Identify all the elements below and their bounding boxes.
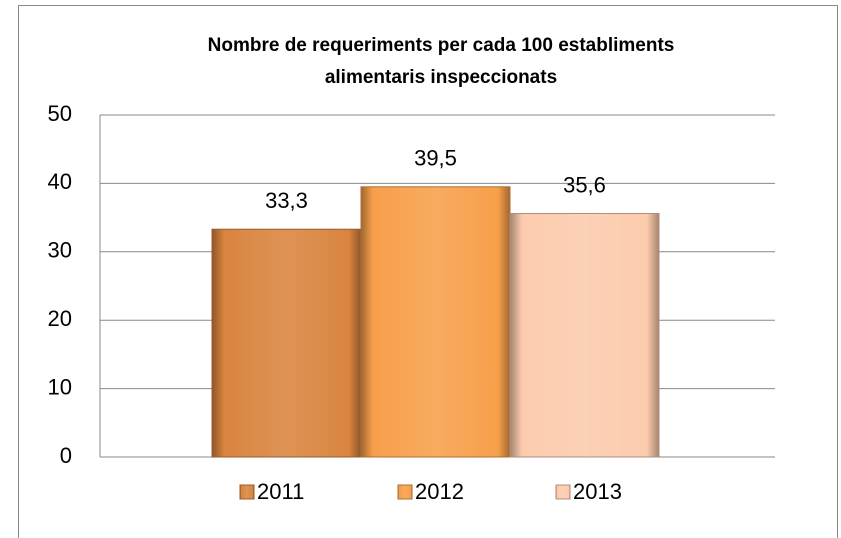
data-label: 39,5 [414,146,457,171]
legend-label: 2012 [415,479,464,504]
bar [509,212,660,458]
legend-swatch [555,484,571,500]
bar [360,186,511,458]
y-tick-label: 0 [60,443,72,468]
y-tick-label: 40 [48,169,72,194]
legend-swatch [239,484,255,500]
y-tick-label: 30 [48,238,72,263]
chart-frame [18,5,838,538]
bar [211,228,362,458]
data-label: 33,3 [265,188,308,213]
y-tick-label: 10 [48,374,72,399]
data-label: 35,6 [563,172,606,197]
legend-label: 2013 [573,479,622,504]
chart-title: Nombre de requeriments per cada 100 esta… [207,35,675,88]
y-tick-label: 50 [48,101,72,126]
legend-label: 2011 [257,479,304,504]
y-tick-label: 20 [48,306,72,331]
legend-swatch [397,484,413,500]
